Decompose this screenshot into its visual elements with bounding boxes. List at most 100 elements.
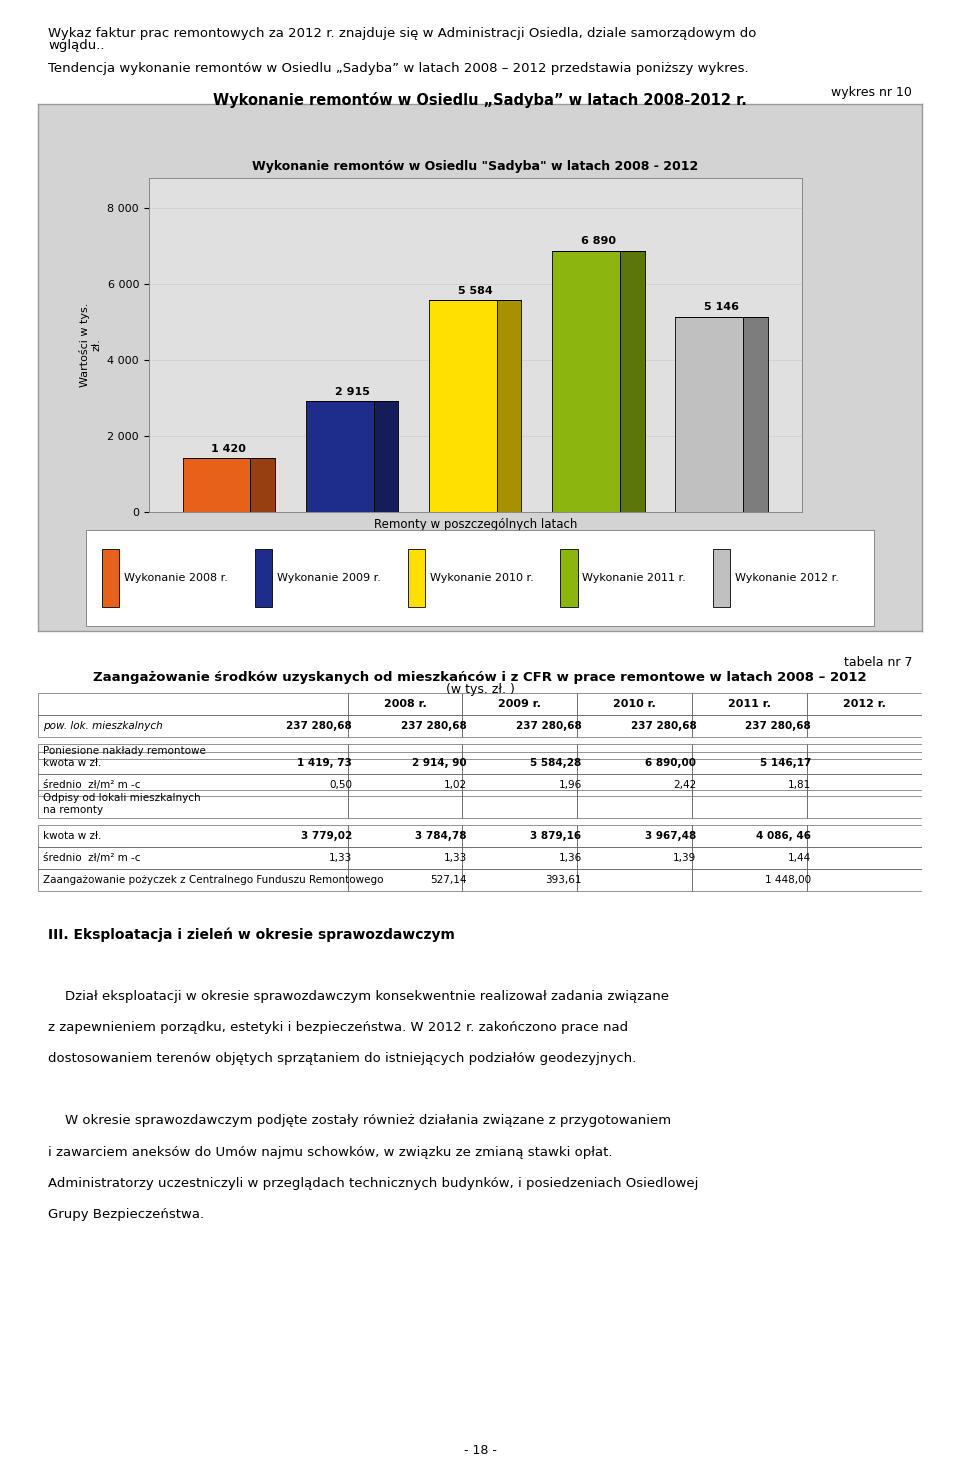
Text: Tendencja wykonanie remontów w Osiedlu „Sadyba” w latach 2008 – 2012 przedstawia: Tendencja wykonanie remontów w Osiedlu „… (48, 62, 749, 76)
Bar (692, 868, 806, 890)
Text: Wykonanie 2009 r.: Wykonanie 2009 r. (276, 573, 381, 583)
Bar (348, 847, 463, 868)
Text: 6 890: 6 890 (581, 236, 616, 246)
Text: Dział eksploatacji w okresie sprawozdawczym konsekwentnie realizował zadania zwi: Dział eksploatacji w okresie sprawozdawc… (48, 990, 669, 1003)
Bar (692, 743, 806, 758)
Text: i zawarciem aneksów do Umów najmu schowków, w związku ze zmianą stawki opłat.: i zawarciem aneksów do Umów najmu schowk… (48, 1146, 612, 1159)
Text: 2009 r.: 2009 r. (498, 699, 541, 709)
Text: dostosowaniem terenów objętych sprzątaniem do istniejących podziałów geodezyjnyc: dostosowaniem terenów objętych sprzątani… (48, 1052, 636, 1066)
FancyBboxPatch shape (254, 549, 273, 607)
Text: 2012 r.: 2012 r. (843, 699, 886, 709)
Bar (692, 693, 806, 715)
Bar (577, 847, 692, 868)
Text: Poniesione nakłady remontowe: Poniesione nakłady remontowe (43, 746, 205, 757)
Text: W okresie sprawozdawczym podjęte zostały również działania związane z przygotowa: W okresie sprawozdawczym podjęte zostały… (48, 1114, 671, 1128)
Text: 2008 r.: 2008 r. (384, 699, 426, 709)
Bar (577, 789, 692, 818)
Bar (463, 743, 577, 758)
Text: wykres nr 10: wykres nr 10 (831, 86, 912, 99)
Text: 237 280,68: 237 280,68 (401, 721, 467, 732)
Text: pow. lok. mieszkalnych: pow. lok. mieszkalnych (43, 721, 162, 732)
Text: 1,36: 1,36 (559, 853, 582, 862)
Text: 1 420: 1 420 (211, 444, 247, 454)
FancyBboxPatch shape (713, 549, 731, 607)
Text: 1 448,00: 1 448,00 (765, 874, 811, 884)
Polygon shape (251, 459, 276, 512)
Text: 2 915: 2 915 (335, 387, 370, 396)
Text: 1,96: 1,96 (559, 781, 582, 791)
Bar (348, 693, 463, 715)
Bar (38, 789, 348, 818)
Bar (38, 868, 348, 890)
Bar (463, 693, 577, 715)
Polygon shape (620, 251, 644, 512)
Text: III. Eksploatacja i zieleń w okresie sprawozdawczym: III. Eksploatacja i zieleń w okresie spr… (48, 928, 455, 942)
Bar (348, 743, 463, 758)
Bar (463, 752, 577, 775)
Bar (806, 789, 922, 818)
Bar (806, 825, 922, 847)
Bar (692, 715, 806, 738)
Text: tabela nr 7: tabela nr 7 (844, 656, 912, 669)
Bar (348, 868, 463, 890)
Text: Zaangażowanie pożyczek z Centralnego Funduszu Remontowego: Zaangażowanie pożyczek z Centralnego Fun… (43, 874, 383, 884)
Bar (38, 693, 348, 715)
Text: średnio  zł/m² m -c: średnio zł/m² m -c (43, 781, 140, 791)
Bar (806, 693, 922, 715)
Bar (806, 743, 922, 758)
Bar (348, 825, 463, 847)
Text: 2011 r.: 2011 r. (728, 699, 771, 709)
Bar (577, 743, 692, 758)
Text: Administratorzy uczestniczyli w przeglądach technicznych budynków, i posiedzenia: Administratorzy uczestniczyli w przegląd… (48, 1177, 698, 1190)
Text: 1,33: 1,33 (328, 853, 352, 862)
Bar (692, 775, 806, 797)
Bar (806, 775, 922, 797)
Text: Wykonanie 2012 r.: Wykonanie 2012 r. (735, 573, 839, 583)
Bar (429, 300, 496, 512)
Bar (463, 789, 577, 818)
Bar (463, 775, 577, 797)
Text: wglądu..: wglądu.. (48, 39, 105, 52)
Bar (463, 715, 577, 738)
Bar (806, 752, 922, 775)
Y-axis label: Wartości w tys.
zł.: Wartości w tys. zł. (80, 303, 102, 387)
Text: 237 280,68: 237 280,68 (746, 721, 811, 732)
Bar (806, 868, 922, 890)
Text: 2010 r.: 2010 r. (613, 699, 656, 709)
Bar (38, 715, 348, 738)
Bar (182, 459, 251, 512)
Text: 1,44: 1,44 (788, 853, 811, 862)
Text: 5 584,28: 5 584,28 (530, 758, 582, 769)
Polygon shape (496, 300, 521, 512)
Bar (463, 825, 577, 847)
Text: Wykonanie 2011 r.: Wykonanie 2011 r. (583, 573, 686, 583)
Bar (552, 251, 620, 512)
Text: 237 280,68: 237 280,68 (516, 721, 582, 732)
Text: Wykonanie 2008 r.: Wykonanie 2008 r. (124, 573, 228, 583)
Bar (577, 693, 692, 715)
Bar (306, 401, 373, 512)
Bar (38, 752, 348, 775)
Bar (38, 743, 348, 758)
Text: 2 914, 90: 2 914, 90 (412, 758, 467, 769)
Text: 5 146: 5 146 (704, 303, 739, 312)
Text: Odpisy od lokali mieszkalnych
na remonty: Odpisy od lokali mieszkalnych na remonty (43, 792, 201, 815)
Text: 3 779,02: 3 779,02 (300, 831, 352, 841)
FancyBboxPatch shape (561, 549, 578, 607)
Text: 4 086, 46: 4 086, 46 (756, 831, 811, 841)
Bar (577, 775, 692, 797)
Text: 1,81: 1,81 (788, 781, 811, 791)
Text: - 18 -: - 18 - (464, 1444, 496, 1457)
Bar (348, 789, 463, 818)
Text: 1 419, 73: 1 419, 73 (297, 758, 352, 769)
Bar (577, 752, 692, 775)
Text: Wykonanie remontów w Osiedlu „Sadyba” w latach 2008-2012 r.: Wykonanie remontów w Osiedlu „Sadyba” w … (213, 92, 747, 108)
Text: kwota w zł.: kwota w zł. (43, 831, 101, 841)
Bar (806, 715, 922, 738)
Text: 393,61: 393,61 (545, 874, 582, 884)
Text: Wykaz faktur prac remontowych za 2012 r. znajduje się w Administracji Osiedla, d: Wykaz faktur prac remontowych za 2012 r.… (48, 27, 756, 40)
Text: (w tys. zł. ): (w tys. zł. ) (445, 683, 515, 696)
Text: 5 146,17: 5 146,17 (759, 758, 811, 769)
Text: Zaangażowanie środków uzyskanych od mieszkańców i z CFR w prace remontowe w lata: Zaangażowanie środków uzyskanych od mies… (93, 671, 867, 684)
Bar (692, 789, 806, 818)
